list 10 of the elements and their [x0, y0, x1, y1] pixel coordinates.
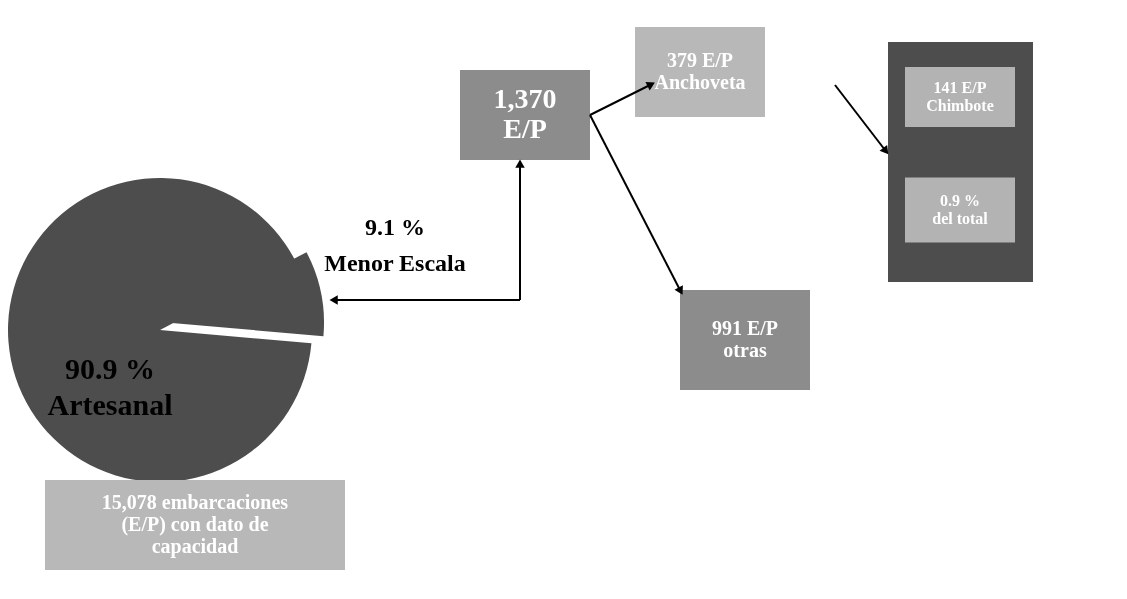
text: 15,078 embarcaciones (E/P) con dato de capacidad: [101, 491, 289, 558]
text: 379 E/P Anchoveta: [654, 49, 746, 93]
slice-label: Artesanal: [47, 388, 173, 421]
data-label: 9.1 %: [365, 214, 425, 240]
text: 991 E/P otras: [711, 317, 779, 361]
slice-label: Menor Escala: [324, 250, 466, 276]
text: 1,370 E/P: [493, 82, 557, 145]
text: 0.9 % del total: [932, 192, 989, 227]
data-label: 90.9 %: [65, 352, 155, 385]
text: 141 E/P Chimbote: [926, 79, 994, 114]
